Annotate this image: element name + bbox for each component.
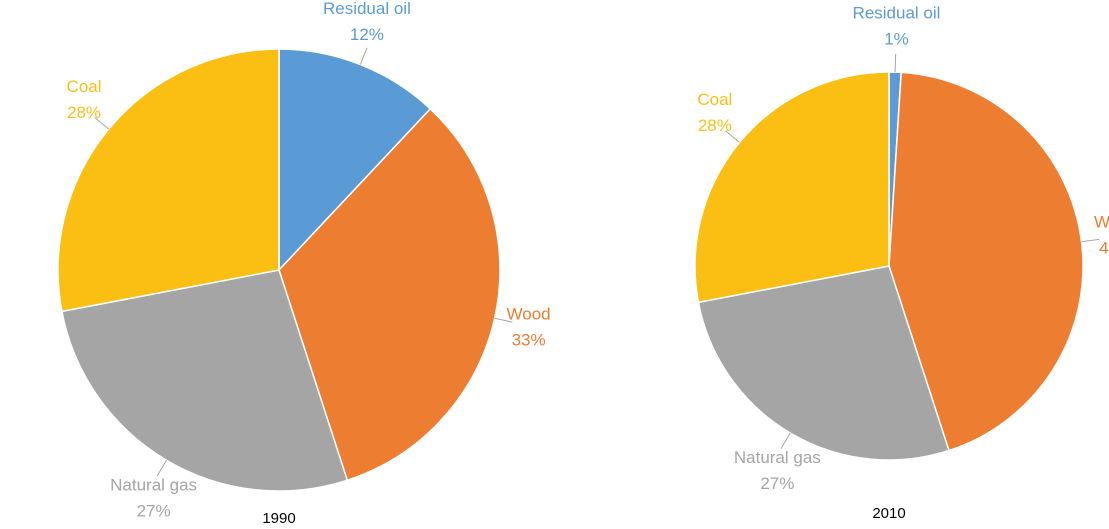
chart-title: 1990 xyxy=(262,510,295,527)
pie-slice xyxy=(278,107,501,482)
slice-label: Wood xyxy=(1094,213,1109,232)
slice-value-label: 28% xyxy=(698,116,732,135)
slice-value-label: 33% xyxy=(512,331,546,350)
pie-slice xyxy=(697,265,950,461)
slice-value-label: 27% xyxy=(760,474,794,493)
slice-label: Residual oil xyxy=(853,4,941,23)
pie-slice xyxy=(888,71,1084,452)
leader-line xyxy=(894,54,897,73)
slice-label: Coal xyxy=(67,77,102,96)
slice-value-label: 44% xyxy=(1099,239,1109,258)
leader-line xyxy=(156,459,167,476)
slice-label: Residual oil xyxy=(323,0,411,18)
leader-line xyxy=(1081,238,1100,243)
slice-value-label: 1% xyxy=(884,30,909,49)
slice-label: Natural gas xyxy=(734,448,821,467)
slice-label: Coal xyxy=(697,90,732,109)
leader-line xyxy=(94,117,110,130)
leader-line xyxy=(725,130,740,143)
leader-line xyxy=(494,317,513,323)
chart-title: 2010 xyxy=(872,505,905,522)
pie-slice xyxy=(61,269,349,492)
slice-label: Wood xyxy=(507,305,551,324)
slice-value-label: 27% xyxy=(137,501,171,520)
slice-value-label: 28% xyxy=(67,103,101,122)
leader-line xyxy=(359,47,368,65)
leader-line xyxy=(780,432,791,449)
slice-label: Natural gas xyxy=(110,475,197,494)
slice-value-label: 12% xyxy=(350,25,384,44)
pie-slice xyxy=(57,48,280,313)
